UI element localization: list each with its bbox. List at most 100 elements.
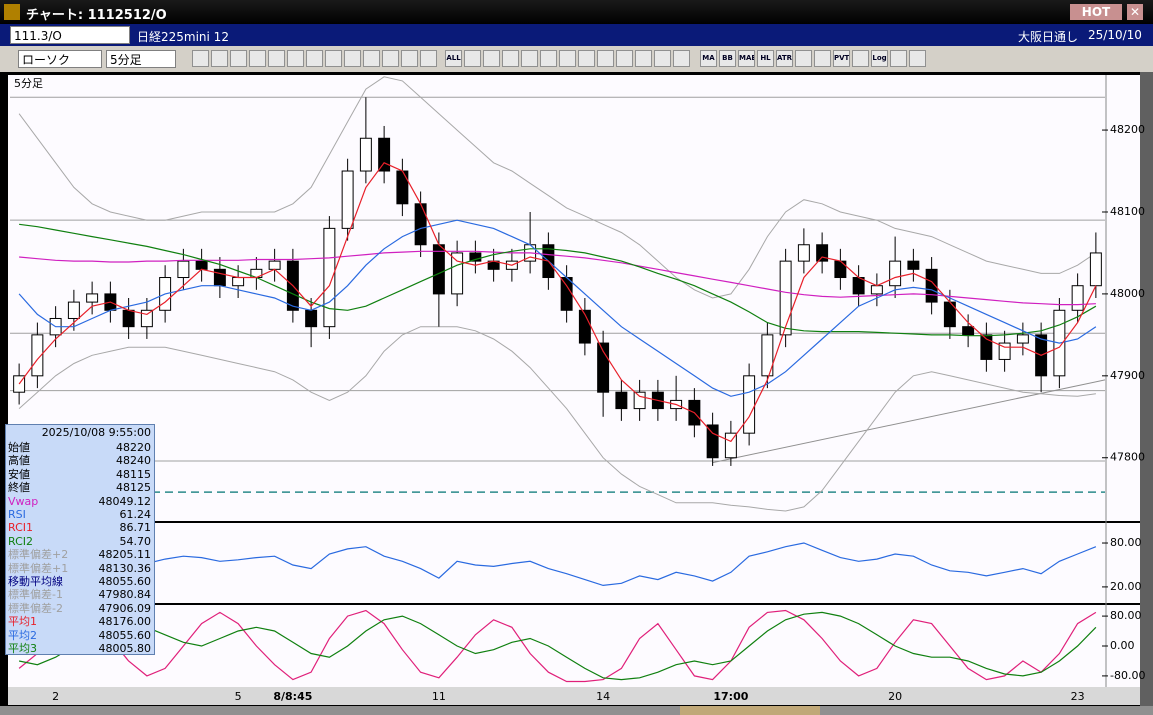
- tool-icon[interactable]: [616, 50, 633, 67]
- tool-icon[interactable]: [909, 50, 926, 67]
- tool-icon[interactable]: [230, 50, 247, 67]
- chart-type-combo[interactable]: ローソク: [18, 50, 102, 68]
- info-label: RCI2: [8, 534, 34, 548]
- x-tick-label: 17:00: [713, 690, 748, 703]
- info-label: 安値: [8, 467, 30, 481]
- y-tick-label: -80.00: [1110, 669, 1145, 682]
- info-label: 始値: [8, 441, 30, 454]
- tool-button[interactable]: Log: [871, 50, 888, 67]
- tool-button[interactable]: MAE: [738, 50, 755, 67]
- tool-button[interactable]: BB: [719, 50, 736, 67]
- tool-icon[interactable]: [464, 50, 481, 67]
- tool-icon[interactable]: [325, 50, 342, 67]
- candle-body: [998, 342, 1011, 360]
- tool-icon[interactable]: [192, 50, 209, 67]
- info-value: 86.71: [119, 521, 152, 535]
- info-label: 終値: [8, 481, 30, 495]
- info-label: 移動平均線: [8, 575, 63, 588]
- x-tick-label: 23: [1071, 690, 1085, 703]
- candle-body: [1071, 285, 1084, 311]
- tool-icon[interactable]: [249, 50, 266, 67]
- tool-icon[interactable]: [363, 50, 380, 67]
- info-label: RSI: [8, 508, 26, 521]
- indicator-line: [19, 542, 1097, 587]
- candle-body: [615, 391, 628, 410]
- tool-icon[interactable]: [287, 50, 304, 67]
- candle-body: [779, 260, 792, 336]
- app-icon: [4, 4, 20, 20]
- info-row: 始値 48220: [8, 441, 151, 454]
- y-tick-label: 0.00: [1110, 639, 1135, 652]
- info-value: 48130.36: [98, 561, 152, 575]
- scrollbar[interactable]: [0, 706, 1153, 715]
- symbol-combo[interactable]: 111.3/O: [10, 26, 130, 44]
- candle-body: [797, 244, 810, 262]
- tool-button[interactable]: PVT: [833, 50, 850, 67]
- candle-body: [925, 268, 938, 303]
- candle-body: [432, 244, 445, 295]
- tool-icon[interactable]: [559, 50, 576, 67]
- candle-body: [396, 170, 409, 205]
- tool-icon[interactable]: [306, 50, 323, 67]
- tool-button[interactable]: ALL: [445, 50, 462, 67]
- tool-icon[interactable]: [382, 50, 399, 67]
- tool-icon[interactable]: [635, 50, 652, 67]
- candle-body: [378, 137, 391, 172]
- candle-body: [67, 301, 80, 319]
- info-value: 48125: [116, 481, 151, 495]
- interval-combo[interactable]: 5分足: [106, 50, 176, 68]
- window-title: チャート: 1112512/O: [26, 8, 167, 23]
- candle-body: [140, 309, 153, 328]
- tool-icon[interactable]: [852, 50, 869, 67]
- session: 大阪日通し: [1018, 30, 1079, 44]
- x-tick-label: 2: [52, 690, 59, 703]
- info-value: 48176.00: [98, 615, 152, 629]
- tool-icon[interactable]: [401, 50, 418, 67]
- tool-icon[interactable]: [420, 50, 437, 67]
- candle-body: [980, 334, 993, 360]
- candle-body: [359, 137, 372, 172]
- info-row: 標準偏差+1 48130.36: [8, 562, 151, 575]
- info-value: 48220: [116, 441, 151, 454]
- scroll-thumb[interactable]: [680, 706, 820, 715]
- candle-body: [268, 260, 281, 270]
- indicator-line: [19, 223, 1097, 337]
- interval-label: 5分足: [14, 77, 43, 90]
- tool-icon[interactable]: [597, 50, 614, 67]
- hot-button[interactable]: HOT: [1070, 4, 1122, 20]
- indicator-line: [18, 609, 1097, 683]
- info-row: 高値 48240: [8, 454, 151, 467]
- tool-icon[interactable]: [578, 50, 595, 67]
- tool-icon[interactable]: [211, 50, 228, 67]
- tool-button[interactable]: HL: [757, 50, 774, 67]
- close-button[interactable]: ✕: [1127, 4, 1143, 20]
- info-value: 48049.12: [98, 494, 152, 508]
- tool-icon[interactable]: [795, 50, 812, 67]
- candle-body: [232, 277, 245, 287]
- info-label: 標準偏差+1: [8, 561, 69, 575]
- candle-body: [1016, 334, 1029, 344]
- tool-button[interactable]: MA: [700, 50, 717, 67]
- candle-body: [177, 260, 190, 279]
- info-label: 平均3: [8, 642, 37, 655]
- tool-icon[interactable]: [344, 50, 361, 67]
- info-label: 平均2: [8, 628, 37, 642]
- tool-icon[interactable]: [540, 50, 557, 67]
- symbol-name: 日経225mini 12: [137, 30, 229, 44]
- info-row: RCI1 86.71: [8, 521, 151, 534]
- candle-body: [852, 277, 865, 295]
- x-axis-bar: [8, 687, 1140, 705]
- tool-button[interactable]: ATR: [776, 50, 793, 67]
- info-value: 54.70: [119, 534, 152, 548]
- tool-icon[interactable]: [521, 50, 538, 67]
- tool-icon[interactable]: [483, 50, 500, 67]
- tool-icon[interactable]: [890, 50, 907, 67]
- tool-icon[interactable]: [268, 50, 285, 67]
- title-bar: チャート: 1112512/O HOT ✕: [0, 0, 1153, 24]
- tool-icon[interactable]: [814, 50, 831, 67]
- tool-icon[interactable]: [654, 50, 671, 67]
- candle-body: [724, 432, 737, 459]
- info-value: 48240: [116, 454, 151, 468]
- tool-icon[interactable]: [673, 50, 690, 67]
- tool-icon[interactable]: [502, 50, 519, 67]
